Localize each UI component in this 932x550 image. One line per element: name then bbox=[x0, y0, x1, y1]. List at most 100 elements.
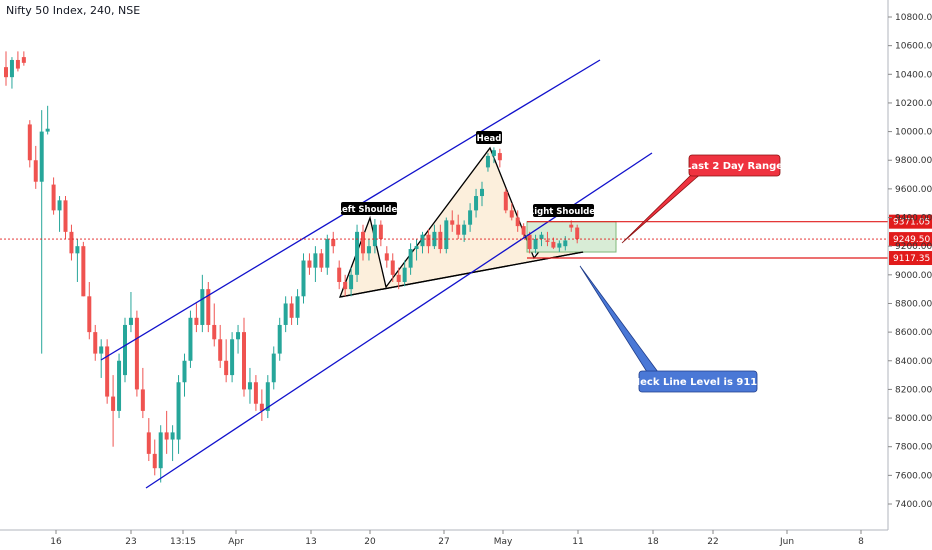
right-shoulder-label-bg bbox=[533, 204, 594, 217]
candle-body bbox=[105, 346, 110, 397]
candle-body bbox=[111, 396, 116, 411]
x-tick-label: 18 bbox=[647, 537, 659, 547]
left-shoulder-label: Left Shoulder bbox=[337, 205, 403, 215]
candle-body bbox=[414, 246, 419, 250]
candle-body bbox=[271, 353, 276, 383]
candle-body bbox=[468, 210, 473, 225]
candle-body bbox=[63, 200, 68, 232]
candle-body bbox=[557, 243, 562, 248]
candle-body bbox=[123, 324, 127, 376]
candle-body bbox=[253, 382, 258, 404]
candle-body bbox=[39, 131, 44, 182]
candle-body bbox=[128, 317, 133, 325]
candle-body bbox=[117, 360, 122, 411]
x-tick-label: 22 bbox=[707, 537, 718, 547]
candle-body bbox=[343, 281, 348, 290]
candle-body bbox=[313, 253, 318, 268]
candle-body bbox=[182, 360, 187, 383]
candle-body bbox=[569, 224, 574, 228]
y-tick-label: 9800.00 bbox=[895, 156, 932, 166]
candle-body bbox=[81, 246, 86, 297]
candle-body bbox=[301, 260, 306, 297]
x-tick-label: 13 bbox=[305, 537, 316, 547]
candle-body bbox=[539, 234, 544, 240]
candle-body bbox=[432, 231, 437, 247]
y-tick-label: 9600.00 bbox=[895, 185, 932, 195]
y-tick-label: 8800.00 bbox=[895, 299, 932, 309]
neck-callout-text: Neck Line Level is 9117 bbox=[632, 377, 764, 388]
candle-body bbox=[277, 324, 282, 354]
y-tick-label: 9200.00 bbox=[895, 242, 932, 252]
candle-body bbox=[355, 231, 360, 275]
candle-body bbox=[33, 160, 38, 182]
y-tick-label: 9400.00 bbox=[895, 214, 932, 224]
x-tick-label: 20 bbox=[364, 537, 376, 547]
candle-body bbox=[503, 191, 508, 211]
right-shoulder-label: Right Shoulder bbox=[528, 207, 600, 217]
candle-body bbox=[93, 332, 98, 354]
candle-body bbox=[533, 239, 538, 250]
level-label: 9249.50 bbox=[893, 235, 930, 245]
candle-body bbox=[319, 253, 324, 268]
chart-title: Nifty 50 Index, 240, NSE bbox=[6, 4, 141, 17]
x-tick-label: 23 bbox=[125, 537, 136, 547]
level-badge bbox=[889, 251, 932, 266]
candle-body bbox=[474, 196, 479, 211]
candle-body bbox=[295, 296, 300, 318]
level-badge bbox=[889, 214, 932, 229]
candle-body bbox=[87, 296, 92, 333]
candle-body bbox=[337, 267, 342, 282]
candle-body bbox=[265, 382, 270, 411]
head-label: Head bbox=[477, 134, 502, 144]
candle-body bbox=[480, 188, 484, 197]
neckline bbox=[339, 251, 584, 298]
candle-body bbox=[307, 260, 312, 268]
candle-body bbox=[200, 289, 205, 325]
candle-body bbox=[194, 317, 199, 325]
x-tick-label: 8 bbox=[858, 537, 864, 547]
y-tick-label: 8600.00 bbox=[895, 328, 932, 338]
candle-body bbox=[408, 249, 413, 268]
candle-body bbox=[259, 403, 264, 411]
y-tick-label: 9000.00 bbox=[895, 271, 932, 281]
head-shoulders-pattern bbox=[338, 146, 617, 298]
candle-body bbox=[236, 332, 241, 340]
time-axis: 16 23 13:15 Apr 13 20 27 May 11 18 22 Jun 8 bbox=[0, 529, 888, 547]
candle-body bbox=[462, 224, 467, 235]
candle-body bbox=[349, 274, 354, 290]
annotations: Left Shoulder Head Right Shoulder Last 2 Da… bbox=[337, 131, 783, 393]
candle-body bbox=[563, 240, 568, 247]
y-tick-label: 8400.00 bbox=[895, 357, 932, 367]
candle-body bbox=[158, 432, 163, 469]
candle-body bbox=[218, 339, 223, 361]
candle-body bbox=[4, 67, 8, 78]
range-callout-text: Last 2 Day Range bbox=[685, 161, 783, 172]
candle-body bbox=[170, 432, 175, 440]
candle-body bbox=[450, 220, 455, 225]
candle-body bbox=[551, 241, 556, 248]
candle-body bbox=[152, 453, 157, 469]
candle-body bbox=[99, 346, 104, 354]
candle-body bbox=[527, 234, 532, 250]
y-tick-label: 7400.00 bbox=[895, 500, 932, 510]
y-tick-label: 8000.00 bbox=[895, 414, 932, 424]
level-label: 9371.05 bbox=[893, 218, 930, 228]
candle-body bbox=[283, 303, 288, 325]
candle-body bbox=[402, 267, 407, 282]
x-tick-label: 11 bbox=[572, 537, 583, 547]
candle-body bbox=[45, 128, 50, 132]
y-tick-label: 10200.00 bbox=[895, 99, 932, 109]
left-shoulder-label-bg bbox=[341, 202, 397, 215]
candle-body bbox=[426, 234, 431, 247]
range-callout-pointer bbox=[621, 173, 703, 244]
candles bbox=[4, 51, 580, 483]
candle-body bbox=[396, 274, 401, 282]
candle-body bbox=[212, 324, 217, 340]
candle-body bbox=[134, 317, 139, 390]
candle-body bbox=[331, 239, 336, 247]
price-axis: 10800.00 10600.00 10400.00 10200.00 10000.00… bbox=[887, 0, 932, 530]
candle-body bbox=[497, 153, 502, 161]
candle-body bbox=[361, 231, 365, 254]
candle-body bbox=[75, 246, 80, 254]
